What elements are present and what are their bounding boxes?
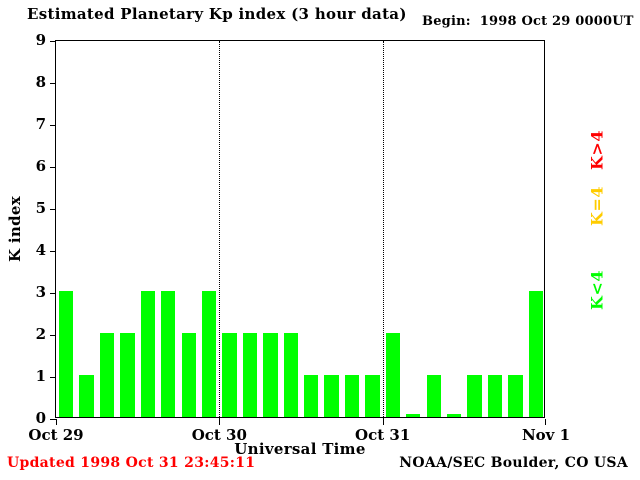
y-tick-label: 6: [35, 157, 46, 175]
kp-bar: [140, 291, 155, 417]
kp-bar: [385, 333, 400, 417]
y-tick-label: 8: [35, 73, 46, 91]
kp-bar: [222, 333, 237, 417]
y-tick-mark: [50, 125, 56, 126]
updated-timestamp: Updated 1998 Oct 31 23:45:11: [7, 455, 256, 471]
kp-bar: [120, 333, 135, 417]
kp-bar: [426, 375, 441, 417]
y-tick-label: 7: [35, 115, 46, 133]
kp-bar: [59, 291, 74, 417]
y-tick-mark: [50, 41, 56, 42]
chart-title: Estimated Planetary Kp index (3 hour dat…: [27, 5, 407, 23]
x-tick-label: Oct 31: [355, 426, 411, 444]
x-tick-mark: [545, 419, 546, 425]
y-tick-label: 4: [35, 241, 46, 259]
kp-bar: [181, 333, 196, 417]
y-tick-mark: [50, 293, 56, 294]
y-tick-mark: [50, 335, 56, 336]
y-tick-mark: [50, 419, 56, 420]
y-tick-mark: [50, 209, 56, 210]
y-tick-mark: [50, 83, 56, 84]
legend-k-above-4: K>4: [587, 130, 607, 170]
y-tick-mark: [50, 377, 56, 378]
y-tick-mark: [50, 251, 56, 252]
day-gridline: [382, 41, 384, 419]
x-tick-label: Oct 29: [28, 426, 84, 444]
kp-bar: [263, 333, 278, 417]
y-tick-label: 9: [35, 31, 46, 49]
day-gridline: [219, 41, 221, 419]
kp-bar: [304, 375, 319, 417]
kp-bar: [406, 414, 421, 417]
kp-bar: [283, 333, 298, 417]
legend-k-below-4: K<4: [587, 270, 607, 310]
credit-text: NOAA/SEC Boulder, CO USA: [399, 455, 628, 471]
kp-bar: [201, 291, 217, 417]
y-tick-label: 0: [35, 409, 46, 427]
kp-bar: [79, 375, 94, 417]
x-tick-mark: [219, 419, 221, 425]
begin-value: 1998 Oct 29 0000UT: [479, 14, 634, 29]
x-axis-label: Universal Time: [234, 440, 366, 458]
y-tick-mark: [50, 167, 56, 168]
x-tick-mark: [382, 419, 384, 425]
kp-bar: [365, 375, 380, 417]
begin-timestamp: Begin: 1998 Oct 29 0000UT: [422, 14, 634, 29]
y-tick-label: 1: [35, 367, 46, 385]
legend-k-equal-4: K=4: [587, 186, 607, 226]
begin-label: Begin:: [422, 14, 471, 29]
x-tick-label: Oct 30: [191, 426, 247, 444]
kp-bar: [487, 375, 503, 417]
kp-bar: [99, 333, 115, 417]
kp-bar: [528, 291, 543, 417]
kp-bar: [324, 375, 339, 417]
y-tick-label: 3: [35, 283, 46, 301]
kp-bar: [508, 375, 523, 417]
plot-area: 0 1 2 3 4 5 6 7 8 9 Oct 29 Oct 30 Oct 31 Nov 1: [28, 31, 570, 444]
kp-bar: [344, 375, 360, 417]
kp-bar: [467, 375, 482, 417]
kp-bar: [446, 414, 462, 417]
kp-bar: [242, 333, 258, 417]
x-tick-mark: [56, 419, 57, 425]
kp-bar: [161, 291, 176, 417]
y-tick-label: 5: [35, 199, 46, 217]
x-tick-label: Nov 1: [521, 426, 571, 444]
y-tick-label: 2: [35, 325, 46, 343]
